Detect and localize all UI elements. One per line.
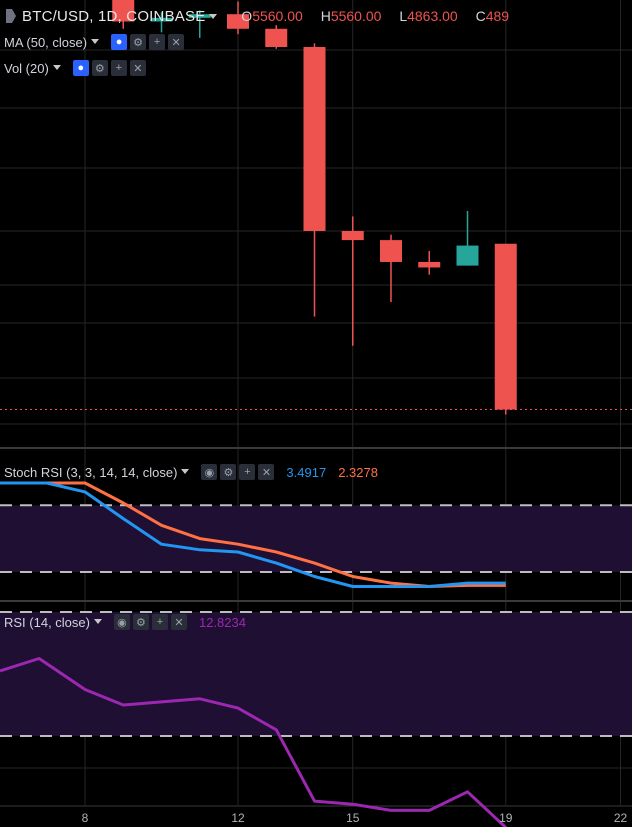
ohlc-close-key: C xyxy=(475,8,486,24)
stoch-d-value: 2.3278 xyxy=(338,464,378,480)
chevron-down-icon[interactable] xyxy=(93,618,102,624)
ma-legend[interactable]: MA (50, close) ● ⚙ + ✕ xyxy=(4,34,185,50)
candle-body xyxy=(418,261,441,268)
stoch-band xyxy=(0,505,632,572)
ohlc-high-value: 5560.00 xyxy=(330,8,382,24)
candle-body xyxy=(227,14,249,29)
gear-icon[interactable]: ⚙ xyxy=(130,34,147,50)
x-tick-label: 12 xyxy=(231,811,245,825)
x-tick-label: 22 xyxy=(614,811,628,825)
plus-icon[interactable]: + xyxy=(110,60,127,76)
candle-body xyxy=(494,243,517,410)
eye-icon[interactable]: ◉ xyxy=(201,464,218,480)
stoch-k-value: 3.4917 xyxy=(286,464,327,480)
symbol-title[interactable]: BTC/USD, 1D, COINBASE xyxy=(22,8,206,25)
chevron-down-icon[interactable] xyxy=(52,64,61,70)
candle-body xyxy=(456,245,479,266)
indicator-bands xyxy=(0,504,632,737)
x-tick-label: 8 xyxy=(82,811,89,825)
rsi-legend[interactable]: RSI (14, close) ◉ ⚙ + ✕ 12.8234 xyxy=(4,614,246,630)
ohlc-low-key: L xyxy=(399,8,408,24)
gear-icon[interactable]: ⚙ xyxy=(91,60,108,76)
candle-body xyxy=(303,46,326,231)
close-icon[interactable]: ✕ xyxy=(129,60,146,76)
candle-body xyxy=(265,28,288,47)
close-icon[interactable]: ✕ xyxy=(170,614,187,630)
chevron-down-icon[interactable] xyxy=(181,468,190,474)
plus-icon[interactable]: + xyxy=(149,34,166,50)
gear-icon[interactable]: ⚙ xyxy=(220,464,237,480)
plus-icon[interactable]: + xyxy=(239,464,256,480)
chevron-down-icon[interactable] xyxy=(209,14,218,19)
rsi-label[interactable]: RSI (14, close) xyxy=(4,614,90,630)
eye-icon[interactable]: ● xyxy=(111,34,128,50)
candle-body xyxy=(341,231,364,241)
rsi-line xyxy=(0,657,507,827)
ohlc-low-value: 4863.00 xyxy=(407,8,458,24)
candle-body xyxy=(150,17,173,22)
candles xyxy=(0,0,632,415)
plus-icon[interactable]: + xyxy=(151,614,168,630)
eye-icon[interactable]: ◉ xyxy=(113,614,130,630)
gear-icon[interactable]: ⚙ xyxy=(132,614,149,630)
candle-body xyxy=(112,0,135,22)
stoch-rsi-label[interactable]: Stoch RSI (3, 3, 14, 14, close) xyxy=(4,464,178,480)
ma-label[interactable]: MA (50, close) xyxy=(4,34,88,50)
stoch-k-line xyxy=(0,481,506,588)
vol-label[interactable]: Vol (20) xyxy=(4,60,49,76)
ohlc-open-value: 5560.00 xyxy=(252,8,303,24)
x-tick-label: 15 xyxy=(346,811,360,825)
ohlc-open-key: O xyxy=(241,8,253,24)
stoch-rsi-legend[interactable]: Stoch RSI (3, 3, 14, 14, close) ◉ ⚙ + ✕ … xyxy=(4,464,378,480)
vol-legend[interactable]: Vol (20) ● ⚙ + ✕ xyxy=(4,60,146,76)
chevron-down-icon[interactable] xyxy=(91,38,100,44)
candle-body xyxy=(188,14,211,18)
close-icon[interactable]: ✕ xyxy=(258,464,275,480)
rsi-band xyxy=(0,612,632,736)
indicator-lines xyxy=(0,481,507,827)
rsi-value: 12.8234 xyxy=(198,614,246,630)
ohlc-high-key: H xyxy=(320,8,331,24)
symbol-header: BTC/USD, 1D, COINBASE O5560.00 H5560.00 … xyxy=(0,8,509,25)
candle-body xyxy=(380,240,402,262)
tradingview-logo-icon xyxy=(6,9,16,23)
x-axis-labels: 8 12 15 19 22 xyxy=(82,811,628,825)
close-icon[interactable]: ✕ xyxy=(168,34,185,50)
x-tick-label: 19 xyxy=(499,811,513,825)
ohlc-close-value: 489 xyxy=(485,8,510,24)
eye-icon[interactable]: ● xyxy=(72,60,89,76)
